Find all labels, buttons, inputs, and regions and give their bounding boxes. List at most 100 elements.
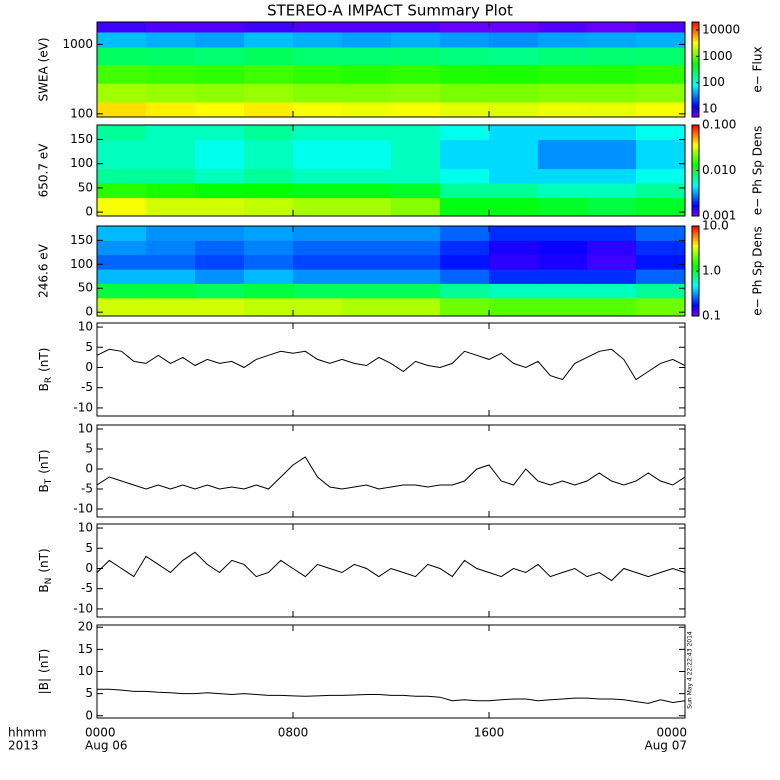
y-axis-label: 246.6 eV bbox=[37, 243, 51, 298]
heatmap-cell bbox=[587, 64, 637, 84]
heatmap-cell bbox=[244, 83, 294, 103]
heatmap-cell bbox=[244, 101, 294, 117]
date-label: Aug 07 bbox=[644, 739, 687, 753]
heatmap-cell bbox=[97, 297, 147, 316]
heatmap-cell bbox=[391, 64, 441, 84]
heatmap-cell bbox=[636, 47, 685, 65]
heatmap-cell bbox=[538, 297, 588, 316]
heatmap-cell bbox=[195, 226, 245, 241]
heatmap-cell bbox=[587, 125, 637, 141]
colorbar-strip bbox=[692, 141, 699, 144]
axes-frame bbox=[96, 21, 686, 118]
plot-area bbox=[97, 551, 685, 582]
heatmap-cell bbox=[342, 254, 392, 270]
heatmap-cell bbox=[146, 297, 196, 316]
y-tick-label: 150 bbox=[70, 233, 93, 247]
colorbar-strip bbox=[692, 205, 699, 208]
colorbar-strip bbox=[692, 56, 699, 59]
colorbar-strip bbox=[692, 155, 699, 158]
heatmap-cell bbox=[342, 22, 392, 33]
colorbar-strip bbox=[692, 102, 699, 105]
heatmap-cell bbox=[195, 22, 245, 33]
colorbar-strip bbox=[692, 230, 699, 233]
heatmap-cell bbox=[293, 226, 343, 241]
colorbar-strip bbox=[692, 138, 699, 141]
colorbar-strip bbox=[692, 256, 699, 258]
y-tick-label: 0 bbox=[85, 462, 93, 476]
y-label-unit: (nT) bbox=[37, 548, 51, 572]
colorbar-strip bbox=[692, 229, 699, 231]
colorbar-strip bbox=[692, 53, 699, 56]
colorbar-strip bbox=[692, 159, 699, 162]
heatmap-cell bbox=[293, 47, 343, 65]
colorbar-strip bbox=[692, 161, 699, 164]
heatmap-cell bbox=[538, 226, 588, 241]
colorbar-strip bbox=[692, 112, 699, 115]
heatmap-cell bbox=[489, 83, 539, 103]
heatmap-cell bbox=[195, 125, 245, 141]
heatmap-cell bbox=[391, 269, 441, 284]
colorbar-strip bbox=[692, 184, 699, 187]
colorbar-strip bbox=[692, 235, 699, 237]
heatmap-cell bbox=[146, 240, 196, 256]
colorbar-strip bbox=[692, 77, 699, 80]
heatmap-cell bbox=[146, 64, 196, 84]
heatmap-cell bbox=[391, 139, 441, 155]
heatmap-cell bbox=[97, 139, 147, 155]
heatmap-cell bbox=[97, 254, 147, 270]
heatmap-cell bbox=[391, 101, 441, 117]
y-label-main: B bbox=[37, 484, 51, 492]
colorbar-strip bbox=[692, 244, 699, 246]
heatmap-cell bbox=[587, 269, 637, 284]
y-tick-label: 5 bbox=[85, 541, 93, 555]
colorbar-strip bbox=[692, 109, 699, 112]
heatmap-cell bbox=[587, 31, 637, 48]
colorbar-strip bbox=[692, 232, 699, 234]
plot-title: STEREO-A IMPACT Summary Plot bbox=[267, 2, 513, 20]
heatmap-cell bbox=[97, 269, 147, 284]
colorbar-tick-label: 10.0 bbox=[702, 219, 729, 233]
colorbar-strip bbox=[692, 260, 699, 263]
heatmap-cell bbox=[587, 197, 637, 216]
heatmap-cell bbox=[489, 240, 539, 256]
timestamp: Sun May 4 22:22:43 2014 bbox=[687, 631, 694, 709]
heatmap-cell bbox=[97, 240, 147, 256]
colorbar-strip bbox=[692, 265, 699, 267]
colorbar-strip bbox=[692, 289, 699, 291]
colorbar-strip bbox=[692, 44, 699, 47]
heatmap-cell bbox=[146, 83, 196, 103]
colorbar-strip bbox=[692, 23, 699, 26]
colorbar-strip bbox=[692, 164, 699, 167]
heatmap-cell bbox=[244, 168, 294, 184]
colorbar-strip bbox=[692, 278, 699, 281]
colorbar-strip bbox=[692, 248, 699, 251]
y-tick-label: 150 bbox=[70, 132, 93, 146]
heatmap-cell bbox=[440, 83, 490, 103]
heatmap-cell bbox=[391, 283, 441, 299]
colorbar-strip bbox=[692, 88, 699, 91]
colorbar-strip bbox=[692, 245, 699, 248]
colorbar-strip bbox=[692, 209, 699, 212]
colorbar-strip bbox=[692, 168, 699, 171]
colorbar-strip bbox=[692, 36, 699, 39]
heatmap-cell bbox=[636, 168, 685, 184]
heatmap-cell bbox=[440, 269, 490, 284]
heatmap-cell bbox=[636, 269, 685, 284]
colorbar-strip bbox=[692, 302, 699, 305]
colorbar-tick-label: 100 bbox=[702, 75, 725, 89]
colorbar-strip bbox=[692, 31, 699, 34]
heatmap-cell bbox=[587, 22, 637, 33]
heatmap-cell bbox=[97, 168, 147, 184]
heatmap-cell bbox=[293, 101, 343, 117]
colorbar-strip bbox=[692, 91, 699, 94]
colorbar-strip bbox=[692, 162, 699, 165]
heatmap-cell bbox=[146, 31, 196, 48]
y-tick-label: 100 bbox=[70, 106, 93, 120]
colorbar-tick-label: 0.1 bbox=[702, 309, 721, 323]
colorbar-strip bbox=[692, 82, 699, 85]
y-tick-label: 100 bbox=[70, 257, 93, 271]
colorbar-strip bbox=[692, 94, 699, 97]
colorbar-strip bbox=[692, 79, 699, 82]
x-tick-label: 0000 bbox=[85, 726, 116, 740]
colorbar-strip bbox=[692, 188, 699, 191]
